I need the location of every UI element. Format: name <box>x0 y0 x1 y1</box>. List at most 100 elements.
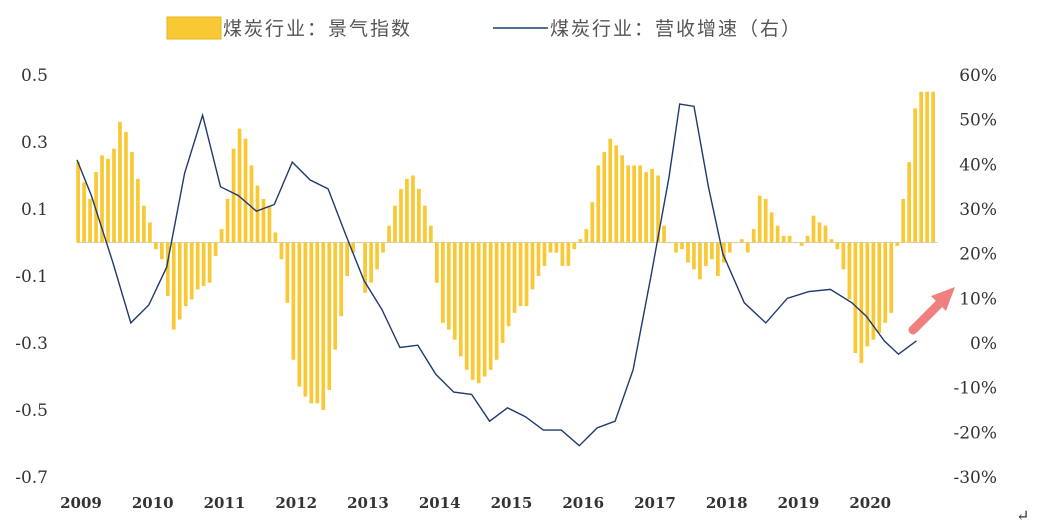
bar-106 <box>710 242 714 260</box>
bar-77 <box>536 242 541 276</box>
bar-87 <box>596 165 601 243</box>
trend-arrow-icon <box>908 287 955 335</box>
bar-142 <box>925 91 929 243</box>
x-tick-label: 2009 <box>60 494 102 512</box>
legend: 煤炭行业：景气指数 煤炭行业：营收增速（右） <box>166 16 802 40</box>
legend-line-label: 煤炭行业：营收增速（右） <box>550 18 802 40</box>
bar-127 <box>835 242 840 250</box>
bar-62 <box>446 242 451 330</box>
bar-4 <box>100 155 104 243</box>
bar-65 <box>464 242 469 370</box>
bar-125 <box>823 225 828 243</box>
bar-111 <box>739 239 744 243</box>
x-tick-label: 2012 <box>275 494 317 512</box>
bar-79 <box>548 242 553 253</box>
bar-48 <box>363 242 367 293</box>
right-tick-label: 50% <box>959 111 997 131</box>
bar-33 <box>273 232 278 243</box>
bar-132 <box>865 242 870 347</box>
left-axis: 0.5 0.3 0.1 -0.1 -0.3 -0.5 -0.7 <box>15 66 48 488</box>
bar-6 <box>112 148 116 243</box>
right-tick-label: -20% <box>953 423 997 443</box>
bar-96 <box>650 168 654 243</box>
bar-31 <box>261 198 266 243</box>
bar-91 <box>620 155 625 243</box>
bar-52 <box>387 225 391 243</box>
bar-32 <box>267 205 272 243</box>
x-tick-label: 2017 <box>634 494 676 512</box>
bar-53 <box>393 205 397 243</box>
bar-95 <box>644 172 648 243</box>
bar-107 <box>716 242 720 276</box>
bar-141 <box>919 91 923 243</box>
bar-72 <box>506 242 511 327</box>
bar-59 <box>429 225 433 243</box>
bar-114 <box>757 195 762 243</box>
bar-64 <box>458 242 463 357</box>
bar-24 <box>219 229 224 243</box>
bar-35 <box>285 242 290 303</box>
bar-76 <box>530 242 535 290</box>
bar-135 <box>883 242 888 323</box>
bar-10 <box>136 178 140 243</box>
bar-98 <box>662 225 666 243</box>
bar-94 <box>638 165 642 243</box>
bar-84 <box>578 239 583 243</box>
bar-34 <box>279 242 284 260</box>
bar-23 <box>213 242 218 256</box>
bar-70 <box>494 242 499 360</box>
bar-26 <box>231 148 236 243</box>
bar-92 <box>626 165 631 243</box>
bar-60 <box>434 242 439 283</box>
bar-46 <box>351 242 355 253</box>
bar-138 <box>901 198 906 243</box>
bar-56 <box>411 175 415 243</box>
bar-133 <box>871 242 876 340</box>
right-tick-label: -30% <box>953 468 997 488</box>
bar-108 <box>721 242 726 263</box>
bar-7 <box>118 121 122 243</box>
revenue-growth-line <box>76 103 917 447</box>
bar-110 <box>733 242 738 244</box>
left-tick-label: -0.3 <box>15 334 48 354</box>
bar-27 <box>237 128 242 243</box>
bar-123 <box>811 215 816 243</box>
right-axis: 60% 50% 40% 30% 20% 10% 0% -10% -20% -30% <box>953 66 997 488</box>
legend-bar-label: 煤炭行业：景气指数 <box>223 18 412 40</box>
left-tick-label: 0.3 <box>21 133 48 153</box>
bar-100 <box>674 242 678 253</box>
bar-19 <box>189 242 194 300</box>
x-tick-label: 2014 <box>419 494 461 512</box>
left-tick-label: 0.1 <box>21 200 48 220</box>
bar-119 <box>787 235 792 243</box>
left-tick-label: -0.5 <box>15 401 48 421</box>
bar-134 <box>877 242 882 333</box>
bar-40 <box>315 242 320 404</box>
bar-85 <box>584 229 589 243</box>
bar-97 <box>656 175 660 243</box>
bar-122 <box>805 235 810 243</box>
bar-17 <box>177 242 182 320</box>
bar-51 <box>381 242 385 253</box>
bar-series <box>76 91 935 410</box>
bar-104 <box>698 242 702 280</box>
bar-20 <box>195 242 200 290</box>
right-tick-label: 0% <box>970 334 997 354</box>
bar-118 <box>781 235 786 243</box>
bar-82 <box>566 242 571 266</box>
bar-124 <box>817 222 822 243</box>
bar-49 <box>369 242 373 283</box>
bar-75 <box>524 242 529 307</box>
x-tick-label: 2016 <box>562 494 604 512</box>
bar-78 <box>542 242 547 266</box>
x-tick-label: 2010 <box>132 494 174 512</box>
bar-5 <box>106 158 110 243</box>
legend-bar-swatch <box>166 16 222 40</box>
bar-28 <box>243 138 248 243</box>
bar-93 <box>632 165 637 243</box>
bar-55 <box>405 178 409 243</box>
bar-42 <box>327 242 332 390</box>
bar-30 <box>255 185 260 243</box>
bar-1 <box>82 182 86 243</box>
x-tick-label: 2020 <box>849 494 891 512</box>
